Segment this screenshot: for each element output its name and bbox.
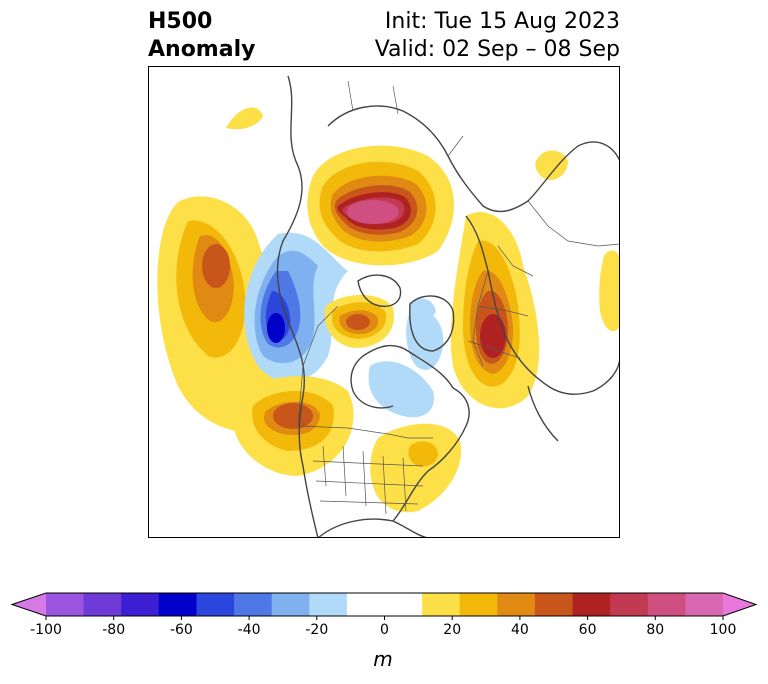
colorbar-extend-max <box>723 593 756 616</box>
colorbar-cell <box>459 593 498 616</box>
greenland-negative <box>406 310 444 370</box>
siberian-high-anomaly <box>307 145 455 266</box>
colorbar-cell <box>685 593 724 616</box>
init-date: Init: Tue 15 Aug 2023 <box>384 9 620 34</box>
east-siberia-small-anomaly <box>535 150 568 181</box>
gulf-of-alaska-trough <box>244 232 348 383</box>
colorbar-tick-label: 80 <box>646 622 664 638</box>
map-title-right: Init: Tue 15 Aug 2023 Valid: 02 Sep – 08… <box>375 8 620 64</box>
colorbar: -100 -80 -60 -40 -20 0 20 40 60 80 100 m <box>10 592 758 671</box>
hudson-bay-trough <box>368 361 434 418</box>
central-asia-small-anomaly <box>599 250 620 332</box>
colorbar-tick-label: 100 <box>710 622 737 638</box>
coastlines <box>276 75 620 538</box>
colorbar-tick-label: 60 <box>579 622 597 638</box>
north-pacific-small-anomaly <box>226 107 263 130</box>
colorbar-tick-label: 0 <box>380 622 389 638</box>
colorbar-ticks: -100 -80 -60 -40 -20 0 20 40 60 80 100 <box>30 616 736 638</box>
colorbar-cells <box>10 592 758 617</box>
colorbar-cell <box>234 593 273 616</box>
map-frame <box>148 66 620 538</box>
colorbar-cell <box>83 593 122 616</box>
map-title-left: H500 Anomaly <box>148 8 255 64</box>
colorbar-tick-label: -20 <box>305 622 328 638</box>
colorbar-unit-label: m <box>373 647 392 671</box>
colorbar-cell <box>610 593 649 616</box>
colorbar-extend-min <box>12 593 46 616</box>
colorbar-cell <box>196 593 235 616</box>
colorbar-cell <box>572 593 611 616</box>
colorbar-cell <box>46 593 85 616</box>
eastern-us-ridge <box>370 423 462 513</box>
colorbar-cell <box>647 593 686 616</box>
colorbar-tick-label: -100 <box>30 622 62 638</box>
colorbar-cell <box>121 593 160 616</box>
title-left-line-1: H500 <box>148 9 213 34</box>
colorbar-tick-label: -40 <box>238 622 261 638</box>
colorbar-cell <box>384 593 423 616</box>
colorbar-cell <box>309 593 348 616</box>
title-left-line-2: Anomaly <box>148 37 256 62</box>
colorbar-cell <box>497 593 536 616</box>
colorbar-tick-label: 40 <box>511 622 529 638</box>
colorbar-cell <box>534 593 574 616</box>
colorbar-cell <box>158 593 197 616</box>
valid-range: Valid: 02 Sep – 08 Sep <box>374 37 620 62</box>
political-borders <box>297 80 620 515</box>
colorbar-cell <box>346 593 385 616</box>
baffin-ridge-anomaly <box>324 294 394 348</box>
colorbar-cell <box>422 593 461 616</box>
colorbar-cell <box>271 593 310 616</box>
colorbar-tick-label: -80 <box>102 622 125 638</box>
anomaly-map <box>148 66 620 538</box>
colorbar-tick-label: 20 <box>443 622 461 638</box>
colorbar-tick-label: -60 <box>170 622 193 638</box>
